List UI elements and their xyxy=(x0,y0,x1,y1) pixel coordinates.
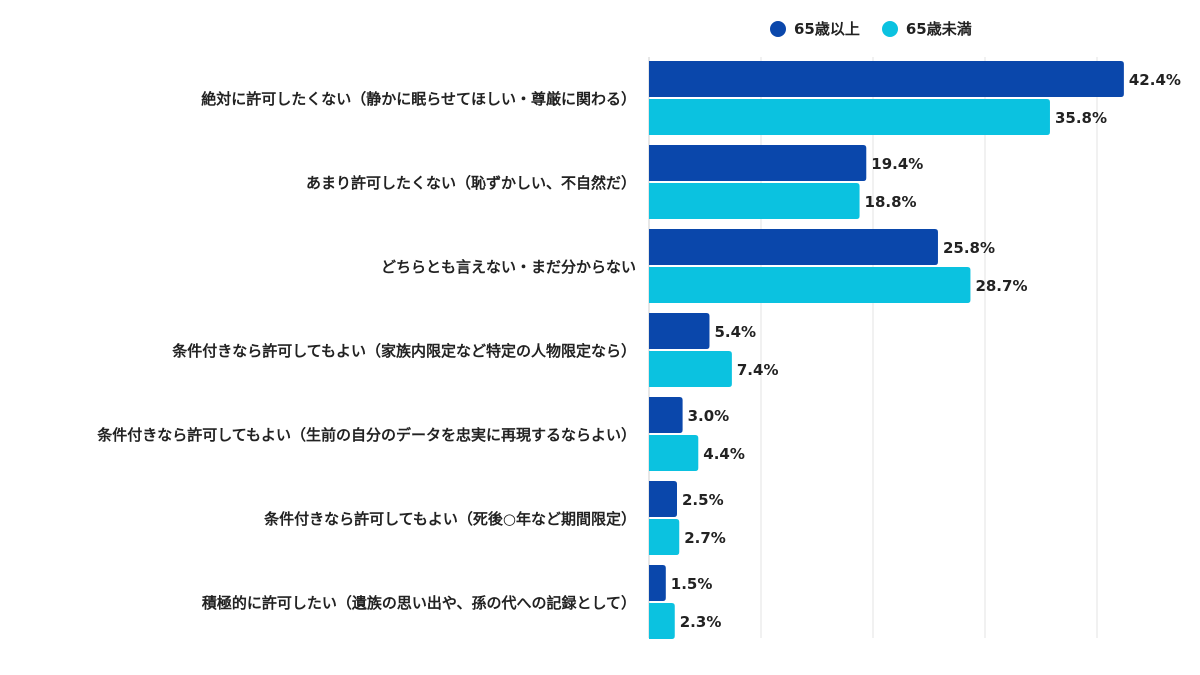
bar-under-65 xyxy=(649,351,732,387)
legend-item-under-65[interactable]: 65歳未満 xyxy=(881,18,972,39)
bar-under-65 xyxy=(649,435,699,471)
legend-label: 65歳以上 xyxy=(794,20,860,38)
legend-swatch-light xyxy=(881,20,898,37)
data-label: 5.4% xyxy=(714,323,756,341)
data-label: 28.7% xyxy=(975,277,1027,295)
bar-under-65 xyxy=(649,603,675,639)
bar-65-and-over xyxy=(649,565,666,601)
bar-65-and-over xyxy=(649,481,677,517)
data-label: 4.4% xyxy=(703,445,745,463)
data-label: 42.4% xyxy=(1129,71,1181,89)
data-label: 2.5% xyxy=(682,491,724,509)
data-label: 3.0% xyxy=(688,407,730,425)
data-label: 1.5% xyxy=(671,575,713,593)
bar-65-and-over xyxy=(649,61,1124,97)
bar-65-and-over xyxy=(649,145,867,181)
category-label: 積極的に許可したい（遺族の思い出や、孫の代への記録として） xyxy=(201,594,636,612)
category-label: あまり許可したくない（恥ずかしい、不自然だ） xyxy=(306,174,636,192)
bar-under-65 xyxy=(649,267,971,303)
bar-65-and-over xyxy=(649,229,938,265)
legend-label: 65歳未満 xyxy=(905,20,972,38)
bar-under-65 xyxy=(649,519,680,555)
category-label: 条件付きなら許可してもよい（死後○年など期間限定） xyxy=(263,510,636,528)
data-label: 2.3% xyxy=(680,613,722,631)
bar-65-and-over xyxy=(649,313,710,349)
data-label: 35.8% xyxy=(1055,109,1107,127)
category-label: どちらとも言えない・まだ分からない xyxy=(381,258,636,276)
bar-65-and-over xyxy=(649,397,683,433)
category-label: 絶対に許可したくない（静かに眠らせてほしい・尊厳に関わる） xyxy=(201,90,636,108)
legend-item-65-and-over[interactable]: 65歳以上 xyxy=(770,18,860,39)
data-label: 7.4% xyxy=(737,361,779,379)
data-label: 2.7% xyxy=(684,529,726,547)
legend: 65歳以上 65歳未満 xyxy=(770,18,972,39)
legend-swatch-dark xyxy=(770,20,786,37)
data-label: 25.8% xyxy=(943,239,995,257)
data-label: 19.4% xyxy=(871,155,923,173)
data-label: 18.8% xyxy=(865,193,917,211)
bar-under-65 xyxy=(649,183,860,219)
category-label: 条件付きなら許可してもよい（生前の自分のデータを忠実に再現するならよい） xyxy=(96,426,636,444)
category-label: 条件付きなら許可してもよい（家族内限定など特定の人物限定なら） xyxy=(171,342,636,360)
bar-under-65 xyxy=(649,99,1050,135)
